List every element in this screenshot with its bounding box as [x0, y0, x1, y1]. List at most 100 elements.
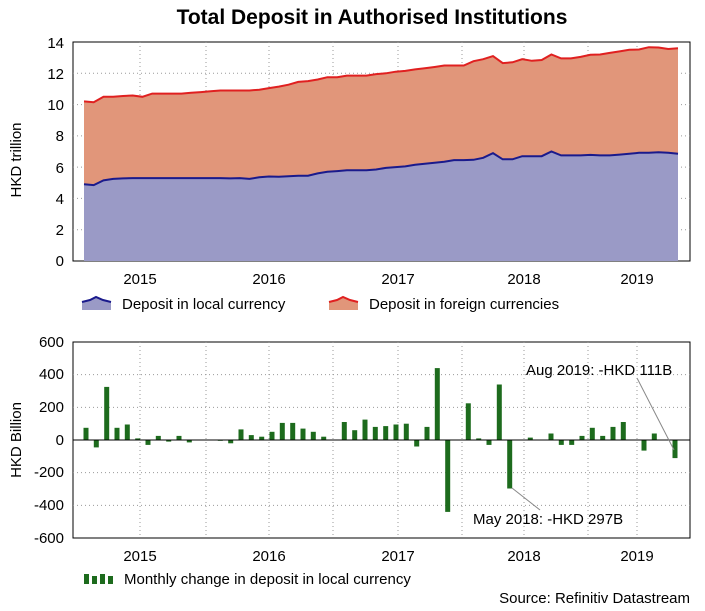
bar: [290, 422, 296, 440]
legend-local-swatch: [82, 297, 111, 310]
bar: [135, 438, 141, 440]
bar: [579, 435, 585, 440]
bottom-xtick: 2019: [620, 548, 653, 565]
bottom-xtick: 2016: [252, 548, 285, 565]
legend-bar-swatch: [100, 574, 105, 584]
bottom-xtick: 2018: [507, 548, 540, 565]
bar: [445, 440, 451, 512]
bottom-y-axis-label: HKD Billion: [8, 402, 25, 478]
local-currency-line: [83, 150, 679, 187]
bar: [124, 424, 130, 440]
bar: [424, 426, 430, 440]
bar: [114, 427, 120, 441]
bar: [569, 440, 575, 445]
top-legend: Deposit in local currency Deposit in for…: [81, 295, 559, 313]
bottom-xtick: 2017: [381, 548, 414, 565]
bottom-chart: -600 -400 -200 0 200 400 600 2015 2016 2…: [8, 334, 691, 588]
aug2019-leader-line: [636, 377, 675, 451]
bar: [589, 427, 595, 441]
legend-bar-swatch: [92, 576, 97, 584]
bar: [352, 430, 358, 440]
bottom-ytick: 200: [39, 399, 64, 416]
bottom-ytick: -200: [34, 464, 64, 481]
legend-foreign-label: Deposit in foreign currencies: [369, 296, 559, 313]
bar: [507, 440, 513, 489]
bar: [248, 435, 254, 440]
top-ytick: 8: [56, 128, 64, 145]
bar: [362, 419, 368, 440]
bar: [372, 426, 378, 440]
source-note: Source: Refinitiv Datastream: [499, 590, 690, 607]
bar: [93, 440, 99, 448]
legend-local-label: Deposit in local currency: [122, 296, 286, 313]
bar: [228, 440, 234, 444]
bar: [465, 403, 471, 441]
bottom-ytick: 400: [39, 366, 64, 383]
bottom-xtick: 2015: [123, 548, 156, 565]
top-ytick: 4: [56, 191, 64, 208]
bar: [341, 422, 347, 440]
bar: [610, 426, 616, 440]
legend-foreign-swatch: [329, 297, 358, 310]
top-ytick: 12: [47, 66, 64, 83]
bar-series: [83, 368, 678, 512]
top-xtick: 2019: [620, 271, 653, 288]
bar: [527, 437, 533, 440]
top-y-axis-label: HKD trillion: [8, 122, 25, 197]
legend-bar-label: Monthly change in deposit in local curre…: [124, 571, 411, 588]
bar: [641, 440, 647, 451]
bar: [486, 440, 492, 445]
bar: [548, 433, 554, 440]
bar: [434, 368, 440, 440]
bar: [651, 433, 657, 440]
bar: [269, 431, 275, 440]
bar: [620, 422, 626, 440]
annotation-aug-2019: Aug 2019: -HKD 111B: [526, 362, 672, 379]
bottom-y-ticks: -600 -400 -200 0 200 400 600: [34, 334, 64, 547]
top-xtick: 2018: [507, 271, 540, 288]
legend-local-line: [81, 295, 112, 303]
top-ytick: 10: [47, 97, 64, 114]
bar: [104, 386, 110, 440]
bar: [155, 435, 161, 440]
bar: [310, 431, 316, 440]
top-x-ticks: 2015 2016 2017 2018 2019: [123, 271, 653, 288]
bottom-ytick: -400: [34, 497, 64, 514]
foreign-currency-line: [83, 46, 679, 104]
bar: [558, 440, 564, 445]
legend-bar-swatch: [108, 576, 113, 584]
bar: [414, 440, 420, 447]
bottom-ytick: 0: [56, 432, 64, 449]
top-chart: 0 2 4 6 8 10 12 14 2015 2016 2017 2018 2…: [8, 35, 691, 313]
bottom-ytick: 600: [39, 334, 64, 351]
bar: [83, 427, 89, 441]
foreign-currency-area: [84, 47, 678, 186]
top-ytick: 6: [56, 160, 64, 177]
bar: [259, 436, 265, 440]
top-ytick: 2: [56, 222, 64, 239]
bar: [145, 440, 151, 445]
bar: [476, 438, 482, 440]
top-xtick: 2017: [381, 271, 414, 288]
may2018-leader-line: [511, 487, 541, 511]
top-ytick: 0: [56, 253, 64, 270]
annotation-may-2018: May 2018: -HKD 297B: [473, 511, 623, 528]
top-xtick: 2015: [123, 271, 156, 288]
top-y-ticks: 0 2 4 6 8 10 12 14: [47, 35, 64, 270]
top-ytick: 14: [47, 35, 64, 52]
top-xtick: 2016: [252, 271, 285, 288]
bar: [300, 428, 306, 440]
chart-title: Total Deposit in Authorised Institutions: [177, 6, 568, 29]
bar: [279, 422, 285, 440]
legend-bar-swatch: [84, 574, 89, 584]
bar: [166, 440, 172, 442]
bottom-x-ticks: 2015 2016 2017 2018 2019: [123, 548, 653, 565]
bar: [186, 440, 192, 443]
bar: [383, 426, 389, 440]
bar: [238, 429, 244, 440]
bottom-ytick: -600: [34, 530, 64, 547]
bar: [403, 423, 409, 440]
bottom-legend: Monthly change in deposit in local curre…: [84, 571, 411, 588]
bar: [672, 440, 678, 459]
